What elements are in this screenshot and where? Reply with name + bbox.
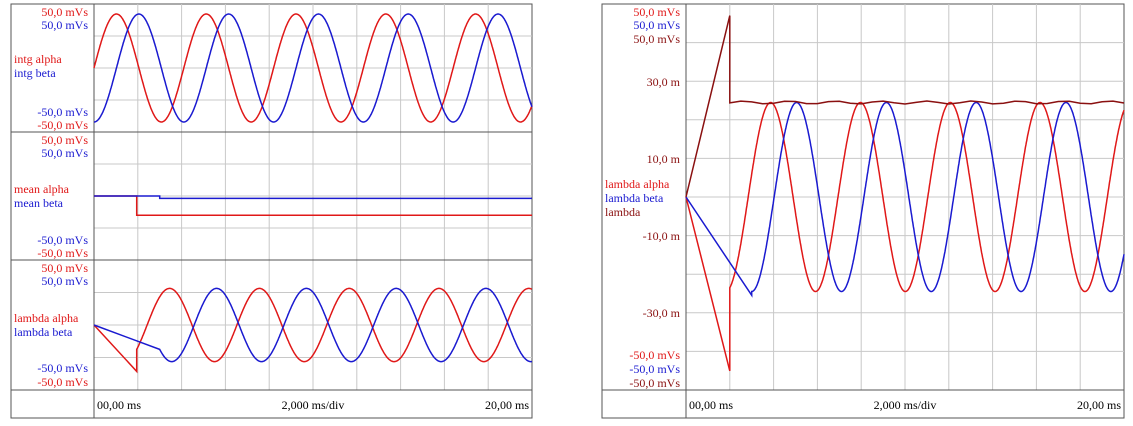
right-grid bbox=[686, 4, 1124, 390]
ch2-scale-bottom-2: -50,0 mVs bbox=[37, 246, 88, 260]
ch3-scale-top-2: 50,0 mVs bbox=[41, 274, 88, 288]
left-x-end-label: 20,00 ms bbox=[485, 398, 529, 412]
ch1-trace-intg-alpha bbox=[93, 13, 533, 123]
right-x-end-label: 20,00 ms bbox=[1077, 398, 1121, 412]
ch1-trace-intg-beta bbox=[94, 13, 533, 123]
left-x-div-label: 2,000 ms/div bbox=[282, 398, 345, 412]
ch4-scale-top-3: 50,0 mVs bbox=[633, 32, 680, 46]
ch4-tick-minus30: -30,0 m bbox=[643, 306, 681, 320]
ch3-series-alpha-name: lambda alpha bbox=[14, 311, 79, 325]
left-plot-area bbox=[11, 4, 532, 418]
ch4-trace-lambda-alpha bbox=[685, 101, 1125, 372]
left-scope-frame bbox=[10, 3, 533, 419]
ch3-scale-top-1: 50,0 mVs bbox=[41, 261, 88, 275]
ch4-tick-30: 30,0 m bbox=[647, 75, 681, 89]
ch4-scale-bottom-1: -50,0 mVs bbox=[629, 348, 680, 362]
ch2-scale-top-1: 50,0 mVs bbox=[41, 133, 88, 147]
ch1-scale-top-1: 50,0 mVs bbox=[41, 5, 88, 19]
ch1-series-beta-name: intg beta bbox=[14, 66, 56, 80]
ch2-scale-top-2: 50,0 mVs bbox=[41, 146, 88, 160]
ch3-trace-lambda-beta bbox=[93, 287, 533, 363]
ch4-trace-lambda bbox=[685, 15, 1125, 198]
left-x-start-label: 00,00 ms bbox=[97, 398, 141, 412]
ch1-scale-bottom-1: -50,0 mVs bbox=[37, 105, 88, 119]
ch4-scale-bottom-2: -50,0 mVs bbox=[629, 362, 680, 376]
ch3-series-beta-name: lambda beta bbox=[14, 325, 73, 339]
ch4-scale-bottom-3: -50,0 mVs bbox=[629, 376, 680, 390]
ch4-scale-top-1: 50,0 mVs bbox=[633, 5, 680, 19]
right-x-div-label: 2,000 ms/div bbox=[874, 398, 937, 412]
traces-layer bbox=[93, 13, 1125, 374]
ch2-trace-mean-beta bbox=[94, 195, 532, 200]
ch1-scale-top-2: 50,0 mVs bbox=[41, 18, 88, 32]
ch2-scale-bottom-1: -50,0 mVs bbox=[37, 233, 88, 247]
right-x-start-label: 00,00 ms bbox=[689, 398, 733, 412]
right-plot-area bbox=[602, 4, 1124, 418]
ch3-trace-lambda-alpha bbox=[93, 287, 533, 374]
ch4-tick-minus10: -10,0 m bbox=[643, 229, 681, 243]
right-scope-frame bbox=[601, 3, 1125, 419]
ch4-series-alpha-name: lambda alpha bbox=[605, 177, 670, 191]
ch4-series-beta-name: lambda beta bbox=[605, 191, 664, 205]
ch3-scale-bottom-1: -50,0 mVs bbox=[37, 361, 88, 375]
ch2-series-alpha-name: mean alpha bbox=[14, 182, 70, 196]
left-grid bbox=[94, 4, 532, 390]
ch4-tick-10: 10,0 m bbox=[647, 152, 681, 166]
ch4-scale-top-2: 50,0 mVs bbox=[633, 18, 680, 32]
ch4-trace-lambda-beta bbox=[685, 101, 1125, 298]
ch2-series-beta-name: mean beta bbox=[14, 196, 64, 210]
ch1-series-alpha-name: intg alpha bbox=[14, 52, 62, 66]
ch1-scale-bottom-2: -50,0 mVs bbox=[37, 118, 88, 132]
ch4-series-lambda-name: lambda bbox=[605, 205, 641, 219]
ch3-scale-bottom-2: -50,0 mVs bbox=[37, 375, 88, 389]
